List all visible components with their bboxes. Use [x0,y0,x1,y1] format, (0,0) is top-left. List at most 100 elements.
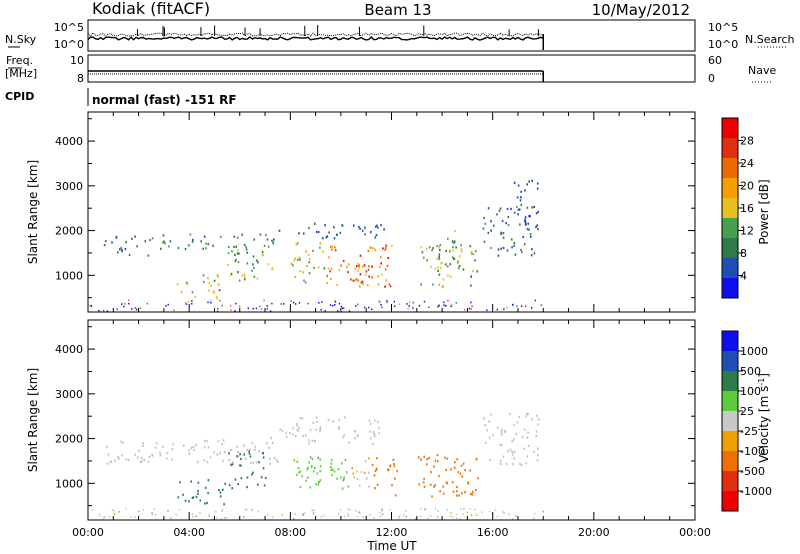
colorbar-block [722,118,738,139]
noise-cell [303,512,306,514]
noise-cell [219,299,221,302]
data-cell [344,416,346,419]
noise-cell [334,301,337,303]
data-cell [453,242,455,245]
data-cell [144,240,147,243]
noise-cell [516,305,518,307]
noise-cell [320,516,323,518]
colorbar-block [722,278,738,299]
data-cell [476,270,479,273]
noise-cell [512,518,514,520]
freq-trace [88,70,544,82]
data-cell [209,456,212,459]
data-cell [452,246,454,249]
data-cell [255,259,258,262]
noise-cell [211,518,214,520]
data-cell [425,247,428,250]
data-cell [241,274,243,277]
data-cell [330,468,333,472]
data-cell [515,432,518,435]
noise-cell [502,511,504,513]
data-cell [253,238,256,241]
data-cell [367,268,370,271]
data-cell [393,462,395,465]
noise-cell [446,509,448,511]
noise-cell [398,515,401,518]
noise-cell [450,512,452,514]
data-cell [529,233,532,236]
freq-label-2: [MHz] [5,67,37,80]
data-cell [420,458,422,461]
data-cell [417,456,420,459]
noise-cell [423,300,426,303]
data-cell [364,226,366,229]
data-cell [179,481,181,484]
data-cell [217,440,220,443]
data-cell [159,451,161,454]
data-cell [336,233,338,236]
data-cell [293,259,296,262]
noise-cell [103,309,105,312]
data-cell [208,282,211,285]
data-cell [374,225,377,228]
noise-cell [106,310,109,312]
data-cell [299,270,301,273]
data-cell [296,460,299,463]
data-cell [307,476,309,479]
data-cell [493,224,495,227]
noise-cell [342,307,344,310]
noise-cell [187,301,189,303]
data-cell [360,281,363,284]
data-cell [341,487,344,490]
data-cell [525,415,528,418]
data-cell [220,235,222,239]
data-cell [258,461,260,464]
data-cell [374,469,377,473]
data-cell [450,468,452,471]
nave-label: Nave [748,64,776,77]
power-colorbar-label: Power [dB] [757,179,771,244]
data-cell [382,247,384,250]
data-cell [357,262,359,265]
noise-cell [307,302,309,305]
noise-cell [445,305,447,307]
data-cell [177,246,180,250]
data-cell [516,421,519,424]
data-cell [206,440,208,443]
noise-cell [320,308,322,311]
data-cell [230,449,232,452]
data-cell [420,246,423,249]
data-cell [227,264,229,267]
y-tick-label: 2000 [55,225,83,238]
data-cell [149,238,151,242]
data-cell [521,251,523,254]
velocity-x-axis: 00:00 04:00 08:00 12:00 16:00 20:00 00:00 [72,320,711,539]
data-cell [359,273,362,276]
data-cell [299,417,302,420]
noise-cell [246,508,248,511]
data-cell [507,215,510,219]
data-cell [268,446,270,449]
data-cell [270,437,272,440]
noise-cell [238,305,241,308]
data-cell [523,447,525,450]
data-cell [438,258,441,261]
data-cell [438,253,441,256]
data-cell [439,248,441,252]
data-cell [373,248,376,251]
data-cell [277,461,279,464]
data-cell [364,460,367,463]
noise-cell [496,515,499,518]
x-tick-label: 20:00 [578,526,610,539]
data-cell [483,216,485,220]
data-cell [498,209,501,212]
data-cell [531,418,534,421]
data-cell [319,426,322,429]
noise-cell [175,513,177,516]
data-cell [315,230,318,234]
noise-cell [134,516,136,518]
data-cell [218,289,221,292]
data-cell [305,434,307,437]
nsearch-tick-bottom: 10^0 [708,38,738,51]
data-cell [193,449,195,452]
